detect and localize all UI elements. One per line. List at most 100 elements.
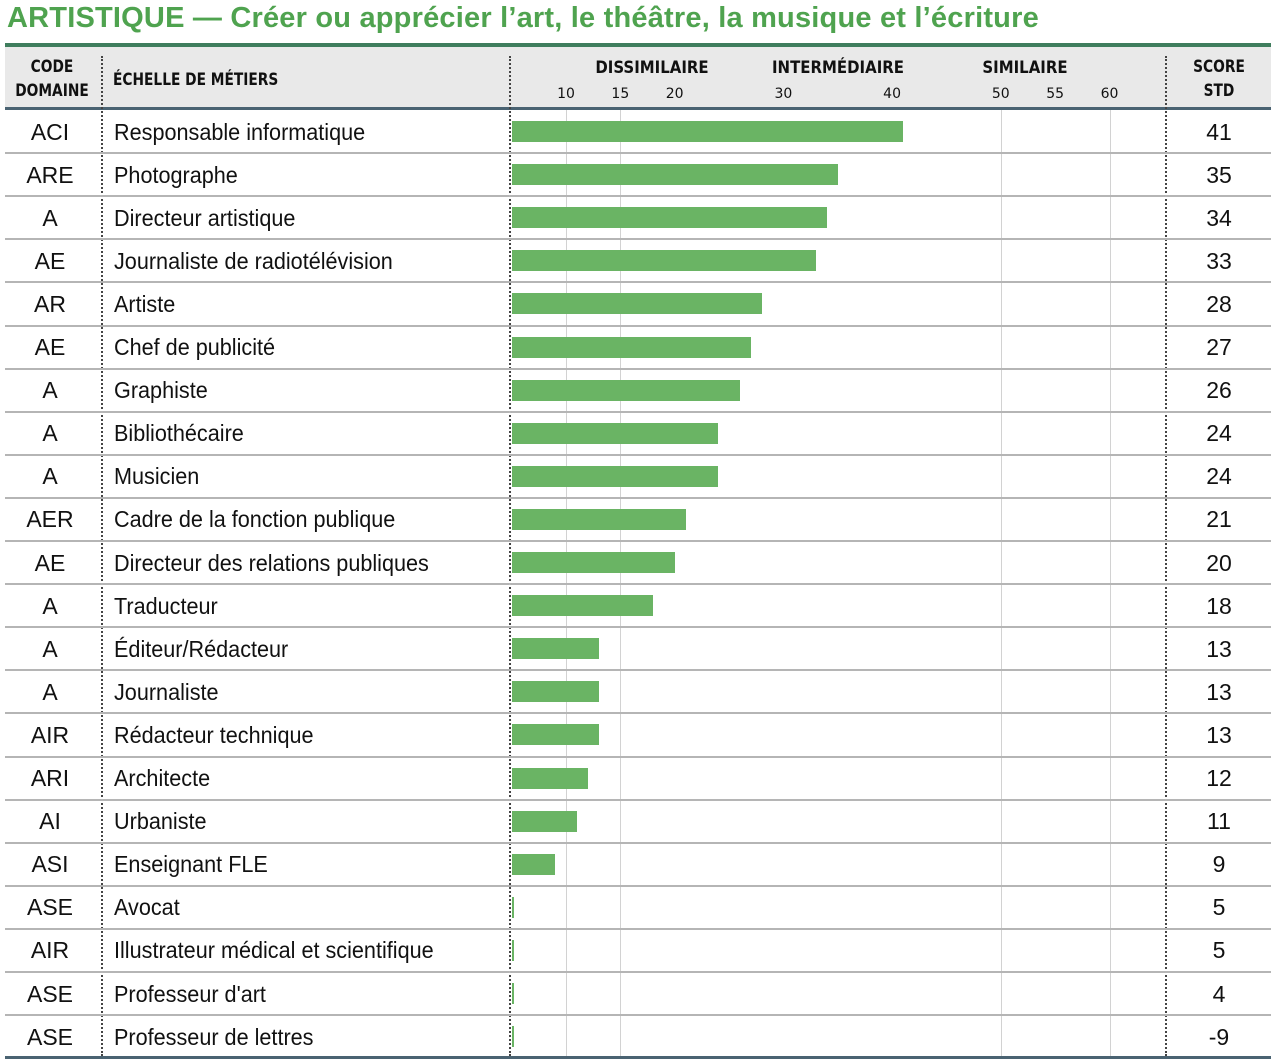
code-domaine-cell: AE <box>34 247 66 274</box>
score-bar <box>512 724 599 746</box>
row-separator <box>5 281 1271 283</box>
code-domaine-cell: A <box>42 204 58 231</box>
row-separator <box>5 842 1271 844</box>
occupation-label: Éditeur/Rédacteur <box>114 635 289 662</box>
code-domaine-cell: AER <box>26 506 74 533</box>
row-separator <box>5 885 1271 887</box>
score-value: 41 <box>1206 118 1232 145</box>
occupation-label: Bibliothécaire <box>114 420 244 447</box>
row-separator <box>5 325 1271 327</box>
score-value: 18 <box>1206 592 1232 619</box>
score-bar <box>512 207 827 229</box>
zone-label-dissimilar: DISSIMILAIRE <box>595 58 709 78</box>
score-value: 34 <box>1206 204 1232 231</box>
zone-label-similar: SIMILAIRE <box>982 58 1068 78</box>
row-separator <box>5 1014 1271 1016</box>
score-bar <box>512 379 740 401</box>
column-divider-chart-left <box>509 56 511 1056</box>
code-domaine-cell: A <box>42 592 58 619</box>
code-domaine-cell: AE <box>34 334 66 361</box>
score-bar <box>512 1026 514 1048</box>
scale-header: ÉCHELLE DE MÉTIERS <box>113 70 279 90</box>
score-header-line1: SCORE <box>1193 57 1245 77</box>
score-value: 27 <box>1206 334 1232 361</box>
header-rule <box>5 107 1271 110</box>
occupation-label: Illustrateur médical et scientifique <box>114 937 434 964</box>
score-bar <box>512 638 599 660</box>
code-domaine-cell: ACI <box>30 118 70 145</box>
occupation-label: Traducteur <box>114 592 218 619</box>
code-domaine-cell: AE <box>34 549 66 576</box>
score-value: 5 <box>1212 894 1226 921</box>
code-header-line1: CODE <box>30 57 74 77</box>
x-tick-label: 10 <box>557 86 575 102</box>
occupation-label: Urbaniste <box>114 808 207 835</box>
occupation-label: Journaliste <box>114 678 219 705</box>
score-bar <box>512 810 577 832</box>
row-separator <box>5 799 1271 801</box>
score-value: 13 <box>1206 721 1232 748</box>
row-separator <box>5 195 1271 197</box>
occupation-label: Avocat <box>114 894 180 921</box>
row-separator <box>5 454 1271 456</box>
score-bar <box>512 939 514 961</box>
occupation-label: Artiste <box>114 290 176 317</box>
score-value: 11 <box>1207 808 1231 835</box>
occupation-label: Journaliste de radiotélévision <box>114 247 393 274</box>
score-value: 20 <box>1206 549 1232 576</box>
page-title: ARTISTIQUE — Créer ou apprécier l’art, l… <box>7 2 1039 34</box>
occupation-label: Graphiste <box>114 377 208 404</box>
score-value: 21 <box>1206 506 1232 533</box>
occupation-label: Professeur de lettres <box>114 1023 314 1050</box>
table-header <box>5 47 1271 108</box>
title-rule <box>5 43 1271 47</box>
score-bar <box>512 508 686 530</box>
x-tick-label: 40 <box>883 86 902 102</box>
code-header-line2: DOMAINE <box>15 81 89 101</box>
occupation-label: Chef de publicité <box>114 334 276 361</box>
code-domaine-cell: ARE <box>26 161 74 188</box>
score-value: 26 <box>1206 377 1232 404</box>
occupation-label: Responsable informatique <box>114 118 366 145</box>
occupation-label: Enseignant FLE <box>114 851 268 878</box>
occupation-label: Musicien <box>114 463 200 490</box>
occupation-label: Cadre de la fonction publique <box>114 506 396 533</box>
score-bar <box>512 853 556 875</box>
score-bar <box>512 121 903 143</box>
score-std-header: SCORE STD <box>1179 55 1258 103</box>
row-separator <box>5 152 1271 154</box>
x-tick-label: 15 <box>611 86 630 102</box>
score-bar <box>512 164 838 186</box>
bottom-rule <box>5 1056 1271 1059</box>
score-bar <box>512 422 719 444</box>
occupation-label: Photographe <box>114 161 238 188</box>
code-domaine-cell: ARI <box>30 765 70 792</box>
score-bar <box>512 595 653 617</box>
code-domaine-cell: A <box>42 420 58 447</box>
code-domaine-cell: AIR <box>30 721 70 748</box>
score-value: 13 <box>1206 678 1232 705</box>
code-domaine-header: CODE DOMAINE <box>10 55 95 103</box>
code-domaine-cell: AI <box>39 808 61 835</box>
x-tick-label: 20 <box>665 86 684 102</box>
score-header-line2: STD <box>1203 81 1235 101</box>
score-bar <box>512 552 675 574</box>
occupation-label: Directeur artistique <box>114 204 296 231</box>
zone-label-intermediate: INTERMÉDIAIRE <box>771 58 905 78</box>
code-domaine-cell: A <box>42 463 58 490</box>
occupation-label: Directeur des relations publiques <box>114 549 429 576</box>
occupation-label: Architecte <box>114 765 211 792</box>
column-divider-code <box>101 56 103 1056</box>
code-domaine-cell: AIR <box>30 937 70 964</box>
score-bar <box>512 767 588 789</box>
row-separator <box>5 669 1271 671</box>
code-domaine-cell: ASE <box>26 1023 74 1050</box>
occupation-label: Rédacteur technique <box>114 721 314 748</box>
score-bar <box>512 336 751 358</box>
score-bar <box>512 293 762 315</box>
score-bar <box>512 896 514 918</box>
score-value: 9 <box>1212 851 1226 878</box>
row-separator <box>5 368 1271 370</box>
column-divider-chart-right <box>1165 56 1167 1056</box>
row-separator <box>5 540 1271 542</box>
